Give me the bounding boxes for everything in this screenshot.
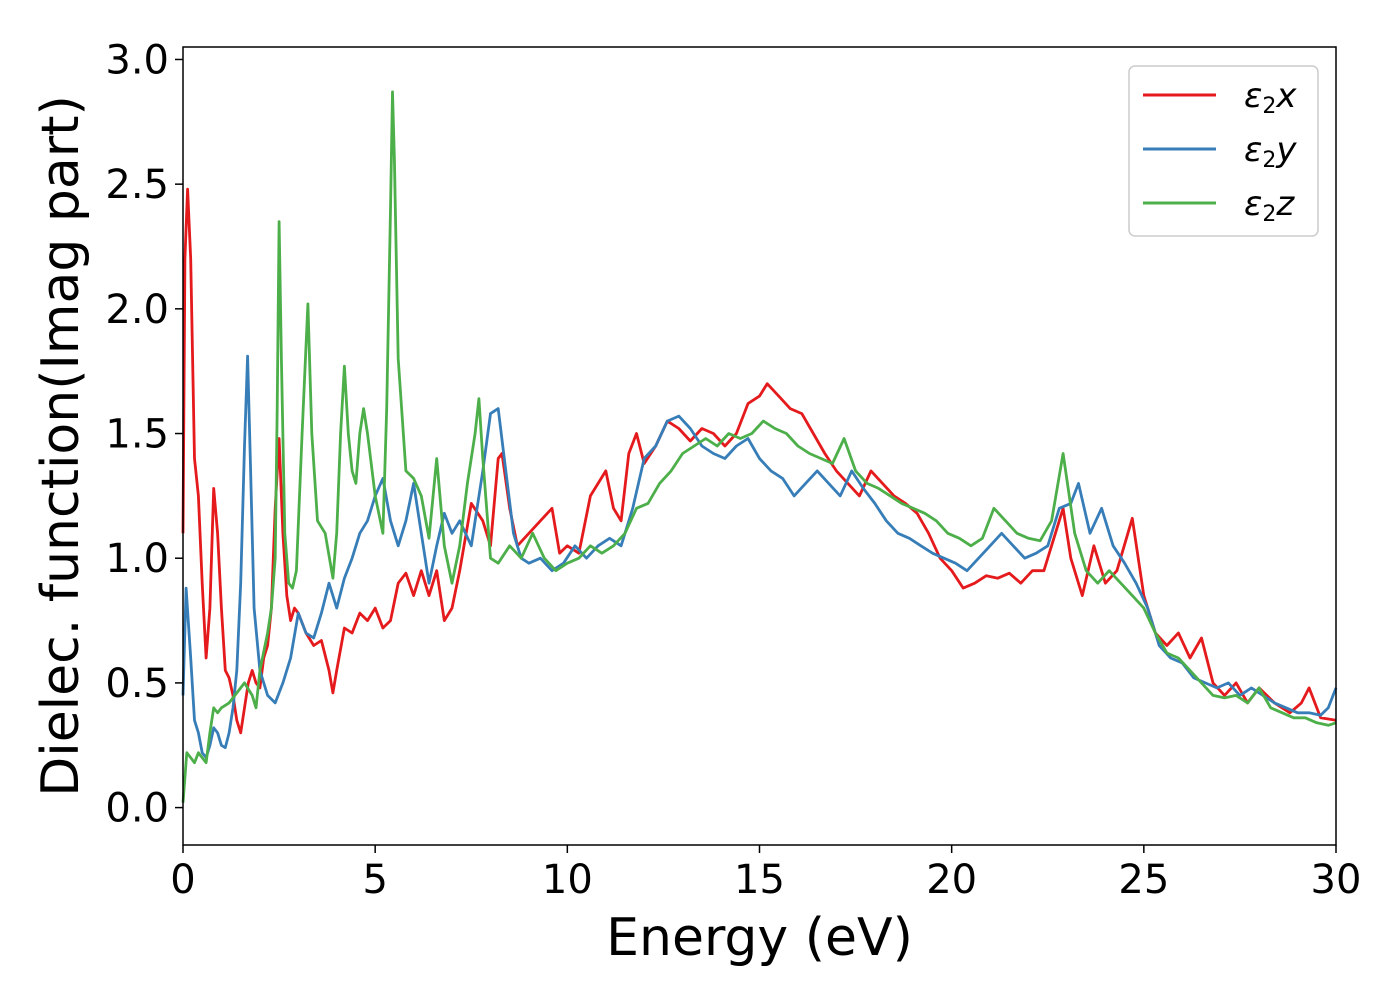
legend-box <box>1128 65 1319 237</box>
legend-label-z: ε2z <box>1244 184 1295 227</box>
x-tick-label: 30 <box>1311 857 1362 903</box>
legend-label-x: ε2x <box>1244 76 1297 119</box>
series-line-z <box>181 90 1337 803</box>
y-axis-ticks: 0.0 0.5 1.0 1.5 2.0 2.5 3.0 <box>105 37 183 832</box>
y-tick-label: 1.0 <box>105 536 169 582</box>
y-tick-label: 1.5 <box>105 412 169 458</box>
y-tick-label: 2.0 <box>105 287 169 333</box>
y-tick-label: 3.0 <box>105 37 169 83</box>
legend: ε2x ε2y ε2z <box>1128 65 1319 237</box>
y-tick-label: 0.0 <box>105 786 169 832</box>
y-tick-label: 0.5 <box>105 661 169 707</box>
x-axis-title: Energy (eV) <box>606 908 913 968</box>
x-tick-label: 25 <box>1118 857 1169 903</box>
x-axis-ticks: 0 5 10 15 20 25 30 <box>170 845 1361 903</box>
x-tick-label: 5 <box>362 857 387 903</box>
x-tick-label: 0 <box>170 857 195 903</box>
x-tick-label: 15 <box>734 857 785 903</box>
x-tick-label: 10 <box>542 857 593 903</box>
series-layer <box>181 90 1338 803</box>
legend-label-y: ε2y <box>1244 130 1297 173</box>
y-axis-title: Dielec. function(Imag part) <box>31 95 91 797</box>
y-tick-label: 2.5 <box>105 162 169 208</box>
x-tick-label: 20 <box>926 857 977 903</box>
series-line-x <box>181 187 1337 735</box>
